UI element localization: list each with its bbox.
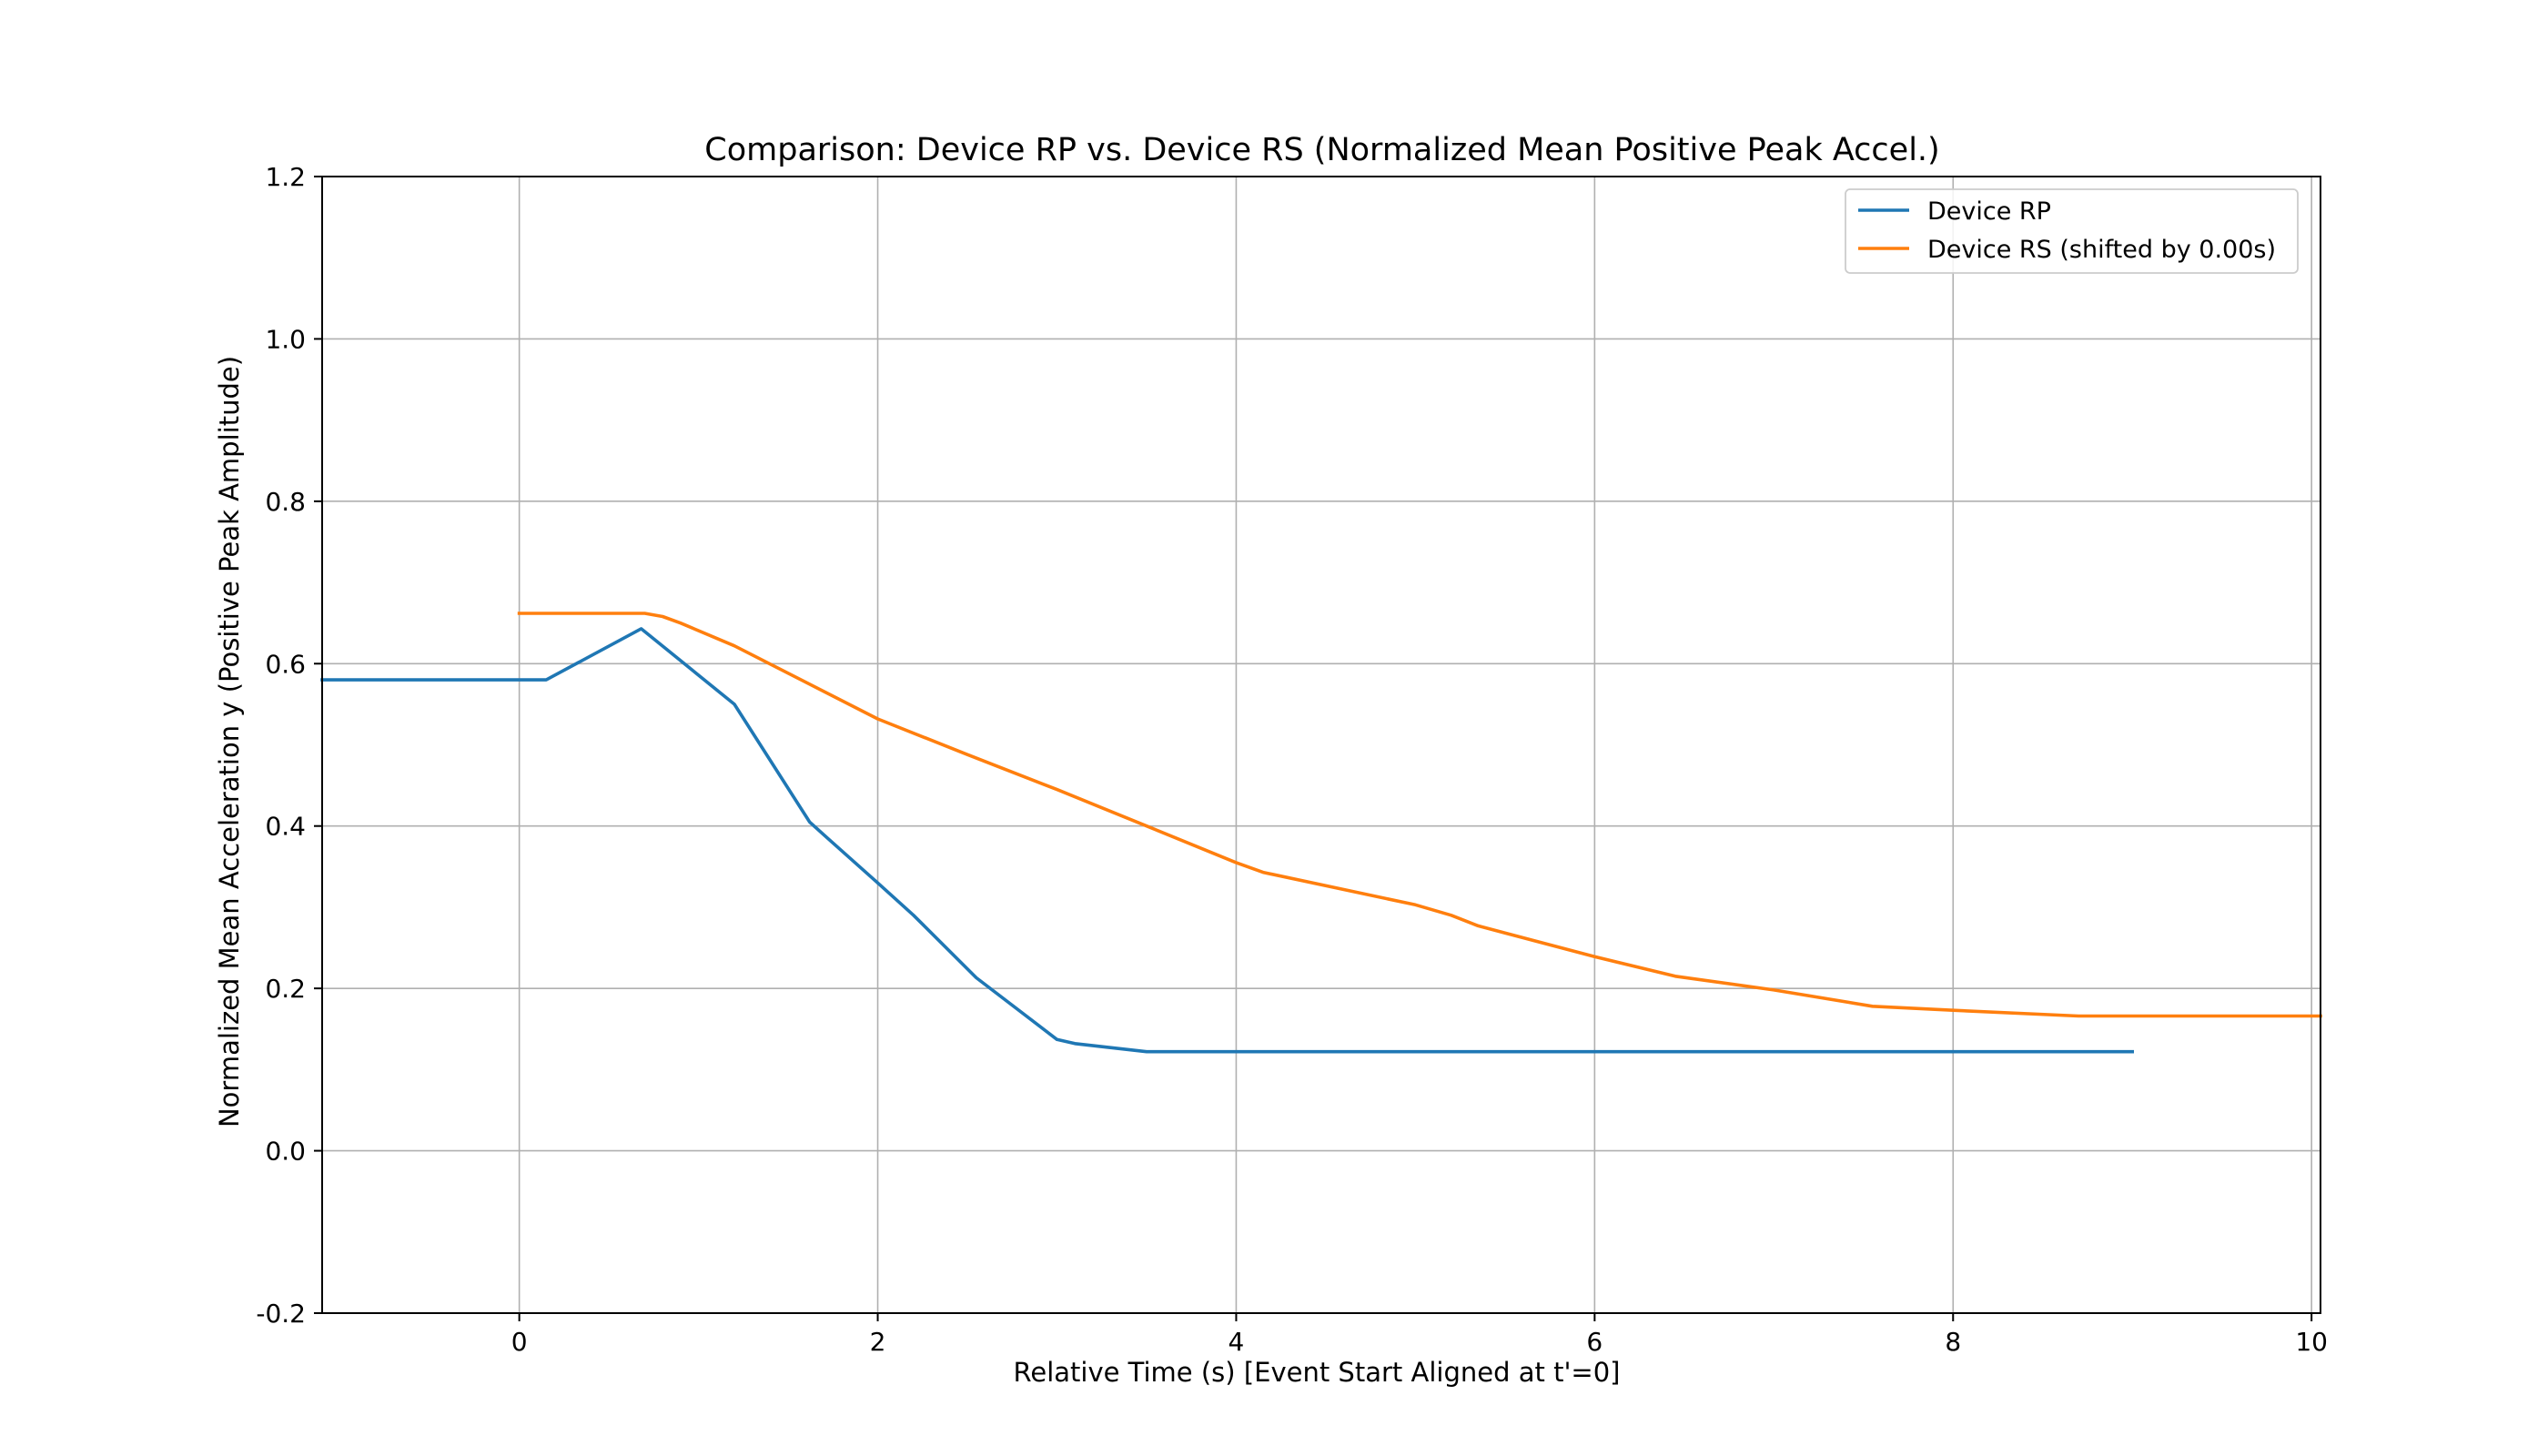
y-axis-label: Normalized Mean Acceleration y (Positive… [214,356,245,1127]
y-tick-label: 0.6 [265,649,306,679]
chart-title: Comparison: Device RP vs. Device RS (Nor… [704,132,1939,168]
y-tick-label: -0.2 [256,1299,306,1329]
y-tick-label: 1.2 [265,162,306,192]
series-line-device-rp [320,627,2134,1054]
plot-frame [321,176,2321,1314]
legend-label-device-rp: Device RP [1927,197,2051,226]
x-tick-label: 0 [511,1327,528,1357]
series-lines [320,612,2322,1054]
y-tick-label: 0.0 [265,1137,306,1167]
series-line-device-rs [517,612,2322,1018]
axes: 0 2 4 6 8 10 -0.2 0.0 0.2 0.4 0.6 0.8 1.0 1.2 [256,162,2328,1357]
x-tick-label: 8 [1945,1327,1961,1357]
x-tick-label: 2 [870,1327,886,1357]
x-tick-label: 10 [2295,1327,2328,1357]
x-tick-label: 6 [1586,1327,1603,1357]
legend: Device RP Device RS (shifted by 0.00s) [1845,188,2299,274]
y-tick-label: 1.0 [265,324,306,354]
y-tick-label: 0.4 [265,812,306,842]
y-tick-label: 0.2 [265,974,306,1004]
x-tick-label: 4 [1228,1327,1245,1357]
y-tick-label: 0.8 [265,487,306,517]
legend-box [1845,188,2299,274]
x-axis-label: Relative Time (s) [Event Start Aligned a… [1014,1357,1621,1388]
legend-label-device-rs: Device RS (shifted by 0.00s) [1927,236,2276,264]
